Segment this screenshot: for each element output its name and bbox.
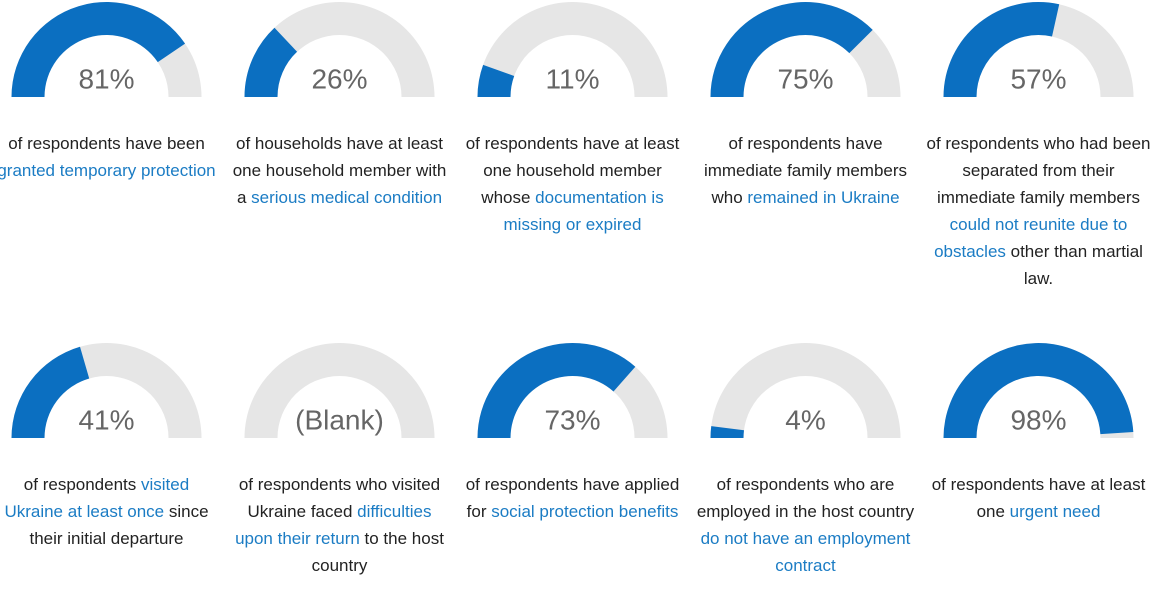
highlight-text: granted temporary protection xyxy=(0,161,216,180)
gauge-label: 26% xyxy=(311,63,367,94)
gauge: 26% xyxy=(244,2,435,98)
gauge-label: 98% xyxy=(1010,404,1066,435)
description: of respondents who visited Ukraine faced… xyxy=(227,471,453,579)
gauge-track xyxy=(244,2,435,98)
gauge-label: 41% xyxy=(78,404,134,435)
description: of respondents visited Ukraine at least … xyxy=(0,471,220,552)
gauge-card: 4% of respondents who are employed in the… xyxy=(689,341,922,579)
gauge: 11% xyxy=(477,2,668,98)
gauge-value xyxy=(477,64,515,97)
gauge-card: 98% of respondents have at least one urge… xyxy=(922,341,1155,525)
gauge: 4% xyxy=(710,343,901,438)
gauge-track xyxy=(477,2,668,98)
gauge-value xyxy=(943,2,1060,98)
gauge-value xyxy=(244,27,298,97)
highlight-text: difficulties upon their return xyxy=(235,502,432,548)
gauge-value xyxy=(943,343,1134,438)
gauge-card: 41% of respondents visited Ukraine at lea… xyxy=(0,341,223,552)
gauge-value xyxy=(11,346,90,438)
text: since their initial departure xyxy=(29,502,209,548)
gauge-label: 11% xyxy=(546,63,600,94)
text: to the host country xyxy=(311,529,444,575)
highlight-text: social protection benefits xyxy=(491,502,679,521)
gauge-card: (Blank) of respondents who visited Ukrain… xyxy=(223,341,456,579)
gauge-track xyxy=(244,343,435,438)
text: of respondents have at least one xyxy=(931,475,1146,521)
gauge-value xyxy=(11,2,186,98)
gauge-label: 4% xyxy=(785,404,825,435)
text: of respondents xyxy=(23,475,141,494)
gauge-label: (Blank) xyxy=(295,404,384,435)
description: of respondents have at least one urgent … xyxy=(926,471,1152,525)
highlight-text: could not reunite due to obstacles xyxy=(934,215,1128,261)
gauge: 98% xyxy=(943,343,1134,438)
text: of respondents who had been separated fr… xyxy=(926,134,1151,207)
text: of respondents have applied for xyxy=(465,475,680,521)
gauge-label: 75% xyxy=(777,63,833,94)
description: of respondents who had been separated fr… xyxy=(926,130,1152,292)
gauge-card: 26% of households have at least one house… xyxy=(223,0,456,211)
description: of respondents have applied for social p… xyxy=(460,471,686,525)
gauge-value xyxy=(710,426,744,438)
description: of respondents have immediate family mem… xyxy=(693,130,919,211)
gauge-value xyxy=(710,1,873,98)
gauge: 81% xyxy=(11,2,202,98)
gauge-card: 11% of respondents have at least one hous… xyxy=(456,0,689,238)
description: of respondents have been granted tempora… xyxy=(0,130,220,184)
highlight-text: serious medical condition xyxy=(251,188,443,207)
highlight-text: do not have an employment contract xyxy=(700,529,911,575)
description: of respondents who are employed in the h… xyxy=(693,471,919,579)
text: other than martial law. xyxy=(1005,242,1143,288)
gauge: 57% xyxy=(943,2,1134,98)
gauge-label: 57% xyxy=(1010,63,1066,94)
gauge-label: 81% xyxy=(78,63,134,94)
gauge-track xyxy=(710,343,901,438)
text: of respondents who visited Ukraine faced xyxy=(238,475,441,521)
text: of respondents have at least one househo… xyxy=(465,134,680,207)
highlight-text: visited Ukraine at least once xyxy=(4,475,190,521)
gauge: 75% xyxy=(710,1,901,98)
gauge-label: 73% xyxy=(544,404,600,435)
gauge-card: 73% of respondents have applied for socia… xyxy=(456,341,689,525)
gauge: (Blank) xyxy=(244,343,435,438)
text: of respondents have immediate family mem… xyxy=(703,134,908,207)
highlight-text: urgent need xyxy=(1009,502,1101,521)
gauge: 41% xyxy=(11,343,202,438)
text: of respondents have been xyxy=(8,134,205,153)
gauge-card: 75% of respondents have immediate family … xyxy=(689,0,922,211)
gauge-card: 81% of respondents have been granted temp… xyxy=(0,0,223,184)
gauge: 73% xyxy=(477,343,668,438)
gauge-card: 57% of respondents who had been separated… xyxy=(922,0,1155,292)
description: of households have at least one househol… xyxy=(227,130,453,211)
text: of households have at least one househol… xyxy=(232,134,447,207)
highlight-text: documentation is missing or expired xyxy=(503,188,664,234)
gauge-value xyxy=(477,343,636,438)
text: of respondents who are employed in the h… xyxy=(696,475,915,521)
description: of respondents have at least one househo… xyxy=(460,130,686,238)
highlight-text: remained in Ukraine xyxy=(747,188,900,207)
